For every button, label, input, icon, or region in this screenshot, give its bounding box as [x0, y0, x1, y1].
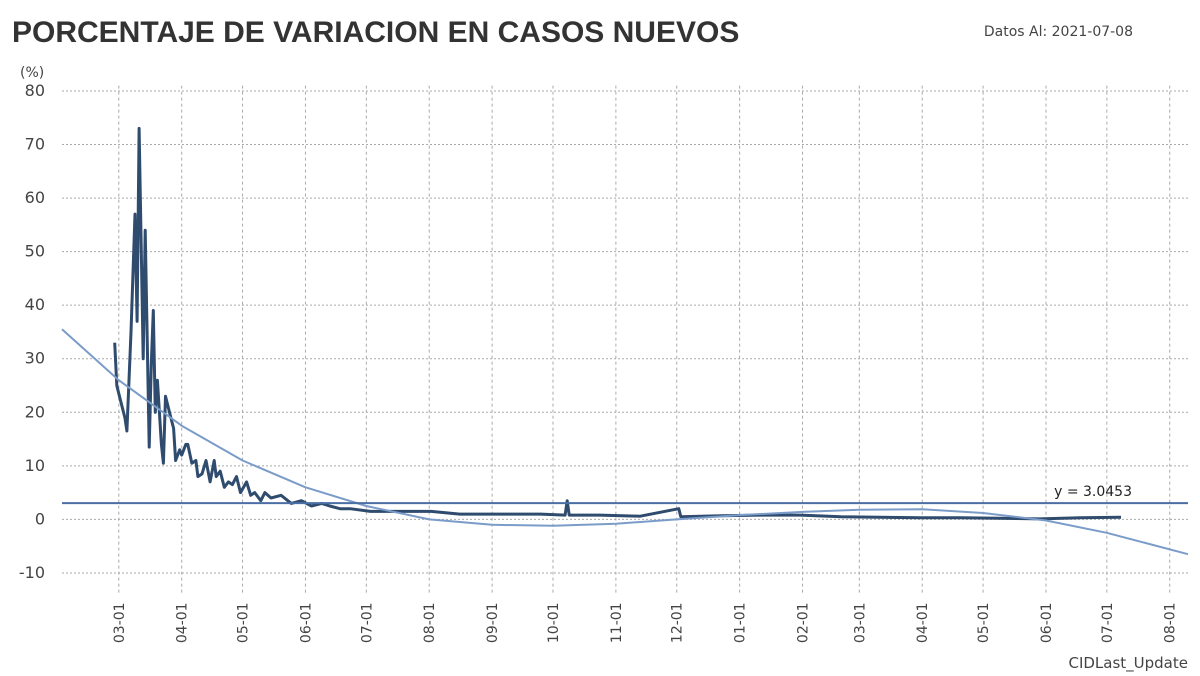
x-tick-label: 01-01 [733, 602, 749, 643]
chart-title: PORCENTAJE DE VARIACION EN CASOS NUEVOS [12, 16, 739, 49]
x-tick-label: 05-01 [236, 602, 252, 643]
y-axis-label: (%) [20, 65, 44, 81]
x-tick-label: 08-01 [1163, 602, 1179, 643]
y-tick-label: 60 [25, 188, 45, 207]
x-tick-label: 12-01 [670, 602, 686, 643]
y-tick-label: 20 [25, 402, 45, 421]
y-tick-label: 70 [25, 135, 45, 154]
x-tick-label: 06-01 [298, 602, 314, 643]
y-tick-label: 80 [25, 81, 45, 100]
x-tick-label: 03-01 [852, 602, 868, 643]
x-axis-label: CIDLast_Update [1068, 654, 1188, 673]
x-tick-label: 04-01 [175, 602, 191, 643]
x-tick-label: 10-01 [546, 602, 562, 643]
x-tick-label: 04-01 [915, 602, 931, 643]
y-tick-label: 40 [25, 295, 45, 314]
x-tick-label: 06-01 [1039, 602, 1055, 643]
x-tick-label: 07-01 [1100, 602, 1116, 643]
data-line [61, 328, 1189, 556]
x-tick-label: 07-01 [359, 602, 375, 643]
x-tick-label: 08-01 [422, 602, 438, 643]
y-tick-label: -10 [19, 563, 45, 582]
x-tick-label: 02-01 [796, 602, 812, 643]
data-line [113, 126, 1122, 521]
y-tick-label: 0 [35, 509, 45, 528]
x-tick-label: 09-01 [485, 602, 501, 643]
y-tick-label: 10 [25, 456, 45, 475]
x-tick-label: 11-01 [609, 602, 625, 643]
y-tick-label: 50 [25, 242, 45, 261]
y-tick-label: 30 [25, 349, 45, 368]
reference-label: y = 3.0453 [1054, 484, 1132, 500]
x-tick-label: 03-01 [112, 602, 128, 643]
subtitle: Datos Al: 2021-07-08 [984, 24, 1133, 40]
x-tick-label: 05-01 [976, 602, 992, 643]
